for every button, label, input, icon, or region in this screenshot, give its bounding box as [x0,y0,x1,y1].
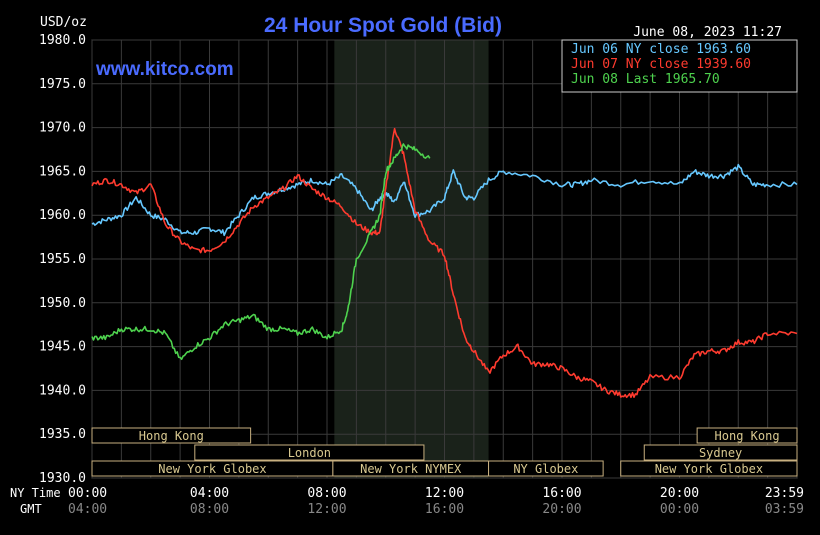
session-box [643,444,798,461]
session-label: London [288,446,331,460]
session-box [696,427,798,444]
timestamp: June 08, 2023 11:27 [633,25,782,40]
y-tick-label: 1960.0 [39,208,86,223]
y-tick-label: 1970.0 [39,121,86,136]
legend-entry-jun08: Jun 08 Last 1965.70 [571,72,720,87]
legend-box [561,39,798,93]
x-tick-label-ny: 04:00 [190,486,229,501]
x-tick-label-ny: 08:00 [307,486,346,501]
y-tick-label: 1935.0 [39,427,86,442]
series-line-0 [91,163,798,237]
y-tick-label: 1980.0 [39,33,86,48]
y-tick-label: 1945.0 [39,340,86,355]
series-line-2 [91,143,431,361]
chart-title: 24 Hour Spot Gold (Bid) [264,14,502,37]
x-axis-layer: NY TimeGMT00:0004:0004:0008:0008:0012:00… [10,486,804,517]
y-tick-label: 1965.0 [39,164,86,179]
legend-entry-jun06: Jun 06 NY close 1963.60 [571,42,751,57]
session-label: New York NYMEX [360,462,462,476]
session-box [488,460,604,477]
x-tick-label-gmt: 00:00 [660,502,699,517]
x-tick-label-ny: 12:00 [425,486,464,501]
session-box [194,444,425,461]
x-tick-label-gmt: 08:00 [190,502,229,517]
session-box [91,427,252,444]
x-row-label-gmt: GMT [20,502,42,516]
series-layer [91,127,798,399]
x-tick-label-gmt: 03:59 [765,502,804,517]
session-label: Hong Kong [139,429,204,443]
session-label: Hong Kong [715,429,780,443]
x-tick-label-ny: 20:00 [660,486,699,501]
session-label: Sydney [699,446,742,460]
website-watermark: www.kitco.com [95,59,234,80]
x-tick-label-gmt: 04:00 [68,502,107,517]
session-label: New York Globex [158,462,266,476]
trading-sessions-layer: Hong Kong London Hong Kong Sydney New York G… [91,427,798,477]
y-tick-label: 1940.0 [39,383,86,398]
y-axis-unit-label: USD/oz [40,15,87,30]
y-tick-label: 1930.0 [39,471,86,486]
x-tick-label-gmt: 20:00 [542,502,581,517]
x-tick-label-gmt: 16:00 [425,502,464,517]
series-line-1 [91,127,798,399]
session-label: New York Globex [655,462,763,476]
y-axis-layer: 1980.0 1975.0 1970.0 1965.0 1960.0 1955.0 1950… [39,33,86,486]
x-tick-label-ny: 16:00 [542,486,581,501]
x-tick-label-gmt: 12:00 [307,502,346,517]
y-tick-label: 1955.0 [39,252,86,267]
x-tick-label-ny: 00:00 [68,486,107,501]
session-box [620,460,798,477]
y-tick-label: 1950.0 [39,296,86,311]
x-row-label-ny: NY Time [10,486,61,500]
legend-entry-jun07: Jun 07 NY close 1939.60 [571,57,751,72]
x-tick-label-ny: 23:59 [765,486,804,501]
session-label: NY Globex [513,462,578,476]
legend: Jun 06 NY close 1963.60 Jun 07 NY close … [561,39,798,93]
y-tick-label: 1975.0 [39,77,86,92]
